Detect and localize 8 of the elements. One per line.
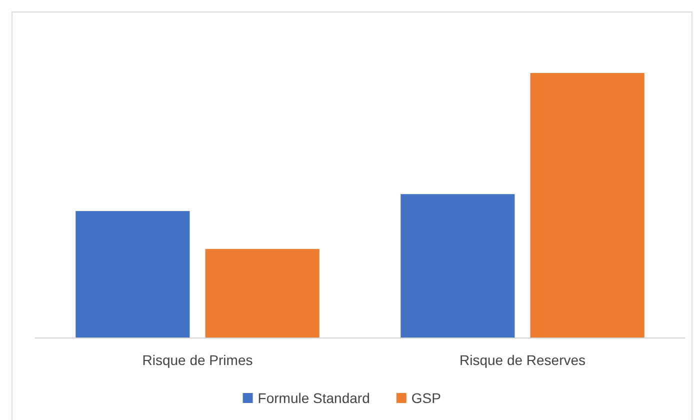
legend-label: GSP [411, 390, 441, 406]
legend-label: Formule Standard [258, 390, 370, 406]
bar [205, 248, 320, 338]
x-tick-label: Risque de Reserves [459, 352, 586, 368]
bar [76, 211, 190, 338]
x-tick-label: Risque de Primes [142, 352, 253, 368]
bar [400, 194, 515, 338]
bar [530, 73, 644, 338]
